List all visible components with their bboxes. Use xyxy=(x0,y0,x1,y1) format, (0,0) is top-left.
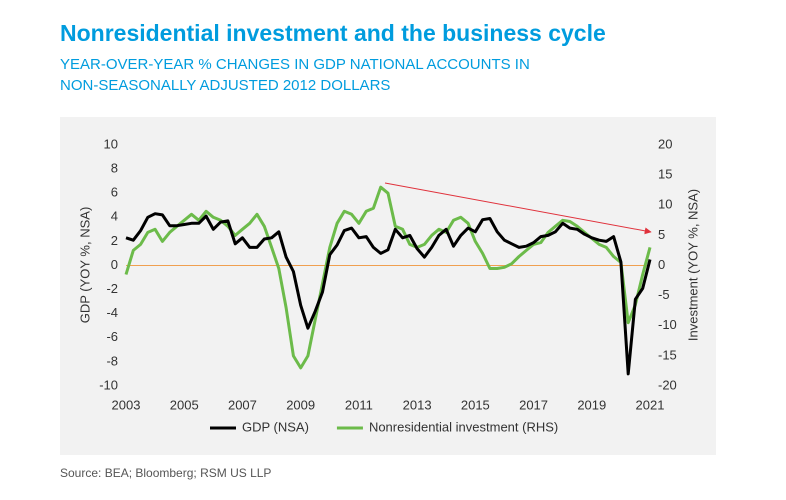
y2-tick-label: 20 xyxy=(658,136,672,151)
y-tick-label: -10 xyxy=(99,377,118,392)
chart-subtitle: NON-SEASONALLY ADJUSTED 2012 DOLLARS xyxy=(60,77,390,94)
series-line xyxy=(124,185,652,370)
source-note: Source: BEA; Bloomberg; RSM US LLP xyxy=(60,466,271,480)
chart-title: Nonresidential investment and the busine… xyxy=(60,20,606,46)
y-tick-label: -6 xyxy=(106,329,118,344)
y2-tick-label: 0 xyxy=(658,257,665,272)
trend-arrow xyxy=(384,182,652,235)
x-tick-label: 2019 xyxy=(577,397,606,412)
x-tick-label: 2005 xyxy=(170,397,199,412)
y-tick-label: 2 xyxy=(111,233,118,248)
y-axis-label: GDP (YOY %, NSA) xyxy=(77,207,92,324)
x-tick-label: 2017 xyxy=(519,397,548,412)
y2-tick-label: 10 xyxy=(658,197,672,212)
y-tick-label: 4 xyxy=(111,209,118,224)
legend-label: Nonresidential investment (RHS) xyxy=(369,419,558,434)
y-tick-label: 10 xyxy=(104,136,118,151)
legend-label: GDP (NSA) xyxy=(242,419,309,434)
x-tick-label: 2003 xyxy=(112,397,141,412)
x-tick-label: 2011 xyxy=(345,397,373,412)
y2-tick-label: -5 xyxy=(658,287,670,302)
plot: -10-8-6-4-20246810-20-15-10-505101520200… xyxy=(99,136,677,434)
x-tick-label: 2015 xyxy=(461,397,490,412)
y-tick-label: -2 xyxy=(106,281,118,296)
y-tick-label: -8 xyxy=(106,353,118,368)
y2-axis-label: Investment (YOY %, NSA) xyxy=(685,189,700,341)
y-tick-label: 8 xyxy=(111,161,118,176)
y2-tick-label: 5 xyxy=(658,227,665,242)
y-tick-label: 6 xyxy=(111,185,118,200)
x-tick-label: 2007 xyxy=(228,397,257,412)
y2-tick-label: -10 xyxy=(658,317,677,332)
y-tick-label: 0 xyxy=(111,257,118,272)
chart-subtitle: YEAR-OVER-YEAR % CHANGES IN GDP NATIONAL… xyxy=(60,56,530,73)
y2-tick-label: -20 xyxy=(658,377,677,392)
series-line xyxy=(125,212,652,376)
plot-background xyxy=(60,117,716,455)
x-tick-label: 2009 xyxy=(286,397,315,412)
x-tick-label: 2013 xyxy=(403,397,432,412)
y2-tick-label: -15 xyxy=(658,347,677,362)
y-tick-label: -4 xyxy=(106,305,118,320)
y2-tick-label: 15 xyxy=(658,167,672,182)
x-tick-label: 2021 xyxy=(636,397,665,412)
